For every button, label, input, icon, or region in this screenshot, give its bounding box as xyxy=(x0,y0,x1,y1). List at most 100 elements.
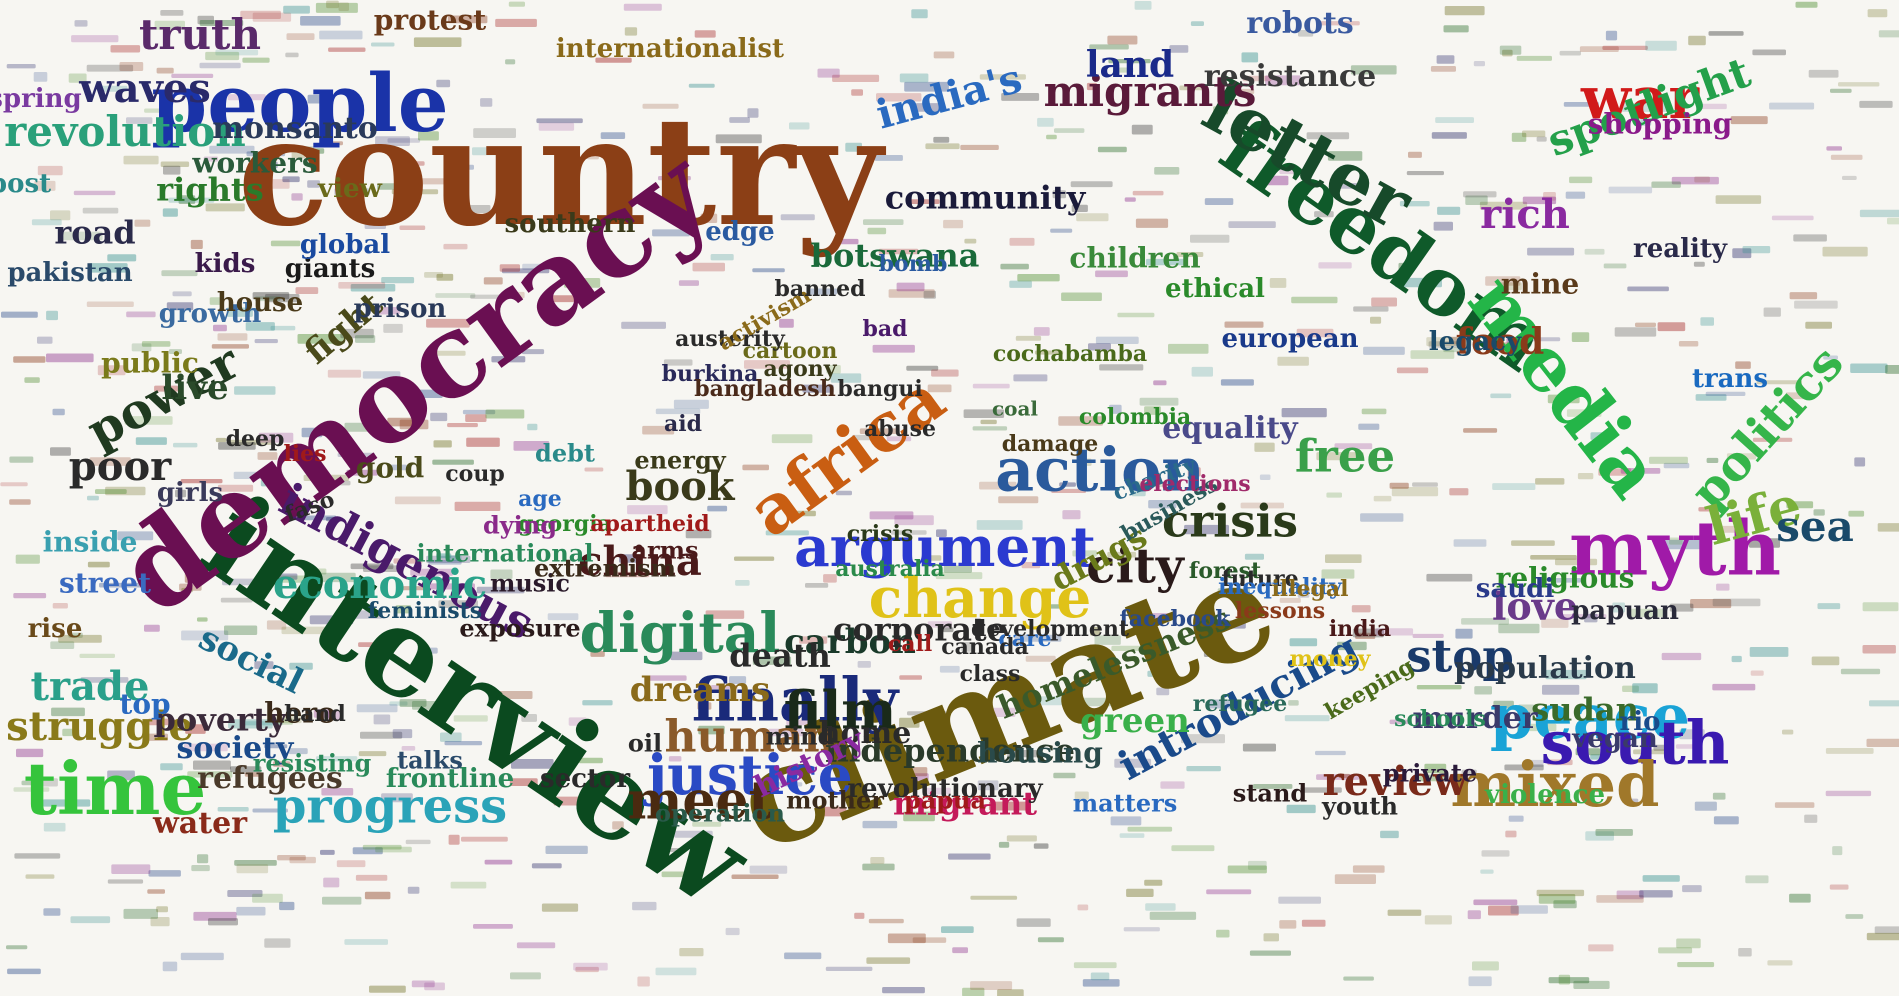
cloud-word: austerity xyxy=(675,326,786,352)
cloud-word: violence xyxy=(1484,780,1605,810)
cloud-word: music xyxy=(490,569,570,598)
cloud-word: time xyxy=(24,746,207,831)
cloud-word: illegal xyxy=(1271,576,1348,602)
cloud-word: mixed xyxy=(1451,748,1660,821)
cloud-word: mother xyxy=(786,786,884,815)
cloud-word: development xyxy=(971,616,1130,642)
cloud-word: public xyxy=(101,347,199,380)
cloud-word: care xyxy=(998,626,1051,652)
cloud-word: hero xyxy=(264,697,336,730)
cloud-word: talks xyxy=(397,746,463,775)
cloud-word: lies xyxy=(283,441,326,467)
cloud-word: class xyxy=(960,661,1021,687)
cloud-word: poverty xyxy=(154,701,288,739)
cloud-word: gold xyxy=(356,452,424,485)
cloud-word: green xyxy=(1080,701,1190,741)
cloud-word: myth xyxy=(1569,505,1781,593)
cloud-word: hand xyxy=(284,701,346,727)
cloud-word: india's xyxy=(871,55,1026,139)
cloud-word: matters xyxy=(1073,789,1178,818)
cloud-word: banned xyxy=(774,276,865,302)
cloud-word: migrants xyxy=(1044,67,1257,116)
cloud-word: internationalist xyxy=(556,34,784,64)
cloud-word: sector xyxy=(540,764,630,794)
cloud-word: revolutionary xyxy=(847,774,1043,804)
cloud-word: cartoon xyxy=(743,338,838,364)
cloud-word: carbon xyxy=(784,622,916,662)
cloud-word: edge xyxy=(705,217,774,247)
cloud-word: coal xyxy=(992,397,1038,421)
cloud-word: digital xyxy=(580,600,781,665)
cloud-word: spring xyxy=(0,84,82,114)
cloud-word: oil xyxy=(628,729,662,758)
cloud-word: mine xyxy=(1501,268,1579,301)
cloud-word: kids xyxy=(195,249,256,279)
cloud-word: struggle xyxy=(6,703,194,750)
cloud-word: stop xyxy=(1406,630,1514,683)
cloud-word: australia xyxy=(835,556,945,582)
cloud-word: age xyxy=(518,486,562,512)
cloud-word: growth xyxy=(159,299,262,329)
cloud-word: dreams xyxy=(630,670,770,710)
cloud-word: stand xyxy=(1233,779,1308,808)
cloud-word: workers xyxy=(191,147,317,180)
cloud-word: economic xyxy=(273,561,487,608)
cloud-word: canada xyxy=(941,634,1029,660)
cloud-word: house xyxy=(217,288,303,318)
cloud-word: religious xyxy=(1496,562,1635,595)
cloud-word: food xyxy=(1456,321,1545,363)
cloud-word: equality xyxy=(1162,411,1299,446)
cloud-word: burkina xyxy=(662,361,759,387)
cloud-word: action xyxy=(995,436,1205,506)
cloud-word: people xyxy=(151,56,448,150)
cloud-word: water xyxy=(152,806,248,841)
cloud-word: housing xyxy=(977,737,1103,770)
cloud-word: damage xyxy=(1002,431,1099,457)
cloud-word: bangui xyxy=(837,376,922,402)
cloud-word: papua xyxy=(904,786,986,815)
cloud-word: protest xyxy=(374,4,487,37)
cloud-word: india xyxy=(1329,616,1391,642)
cloud-word: operation xyxy=(655,799,785,828)
cloud-word: vegan xyxy=(1571,724,1658,754)
cloud-word: global xyxy=(300,230,390,260)
cloud-word: energy xyxy=(634,446,726,475)
cloud-word: aid xyxy=(664,411,702,437)
cloud-word: change xyxy=(869,565,1092,630)
cloud-word: debt xyxy=(535,439,595,468)
cloud-word: inequality xyxy=(1218,574,1343,600)
cloud-word: resisting xyxy=(253,749,372,778)
cloud-word: home xyxy=(819,716,912,751)
cloud-word: papuan xyxy=(1571,596,1679,626)
cloud-word: trans xyxy=(1692,364,1768,394)
cloud-word: international xyxy=(417,539,594,568)
cloud-word: society xyxy=(177,731,296,766)
cloud-word: saudi xyxy=(1476,574,1555,604)
cloud-word: youth xyxy=(1321,792,1398,821)
cloud-word: monsanto xyxy=(212,111,378,146)
cloud-word: argument xyxy=(794,514,1096,579)
cloud-word: free xyxy=(1295,430,1395,483)
cloud-word: bomb xyxy=(879,251,948,277)
cloud-word: justice xyxy=(642,742,853,807)
cloud-word: land xyxy=(1086,44,1174,86)
cloud-word: robots xyxy=(1246,6,1354,41)
cloud-word: apartheid xyxy=(590,511,709,537)
cloud-word: crisis xyxy=(1162,495,1298,548)
cloud-word: progress xyxy=(273,779,507,835)
cloud-word: finally xyxy=(692,666,901,736)
cloud-word: giants xyxy=(285,254,375,284)
cloud-word: abuse xyxy=(864,416,936,442)
cloud-word: coup xyxy=(445,461,504,487)
cloud-word: georgia xyxy=(518,511,612,537)
cloud-word: future xyxy=(1221,566,1298,592)
cloud-word: live xyxy=(161,368,228,408)
cloud-word: facebook xyxy=(1119,606,1231,632)
cloud-word: murder xyxy=(1412,701,1538,736)
cloud-word: southern xyxy=(505,209,636,239)
cloud-word: ethical xyxy=(1165,274,1265,304)
cloud-word: sea xyxy=(1776,502,1854,551)
